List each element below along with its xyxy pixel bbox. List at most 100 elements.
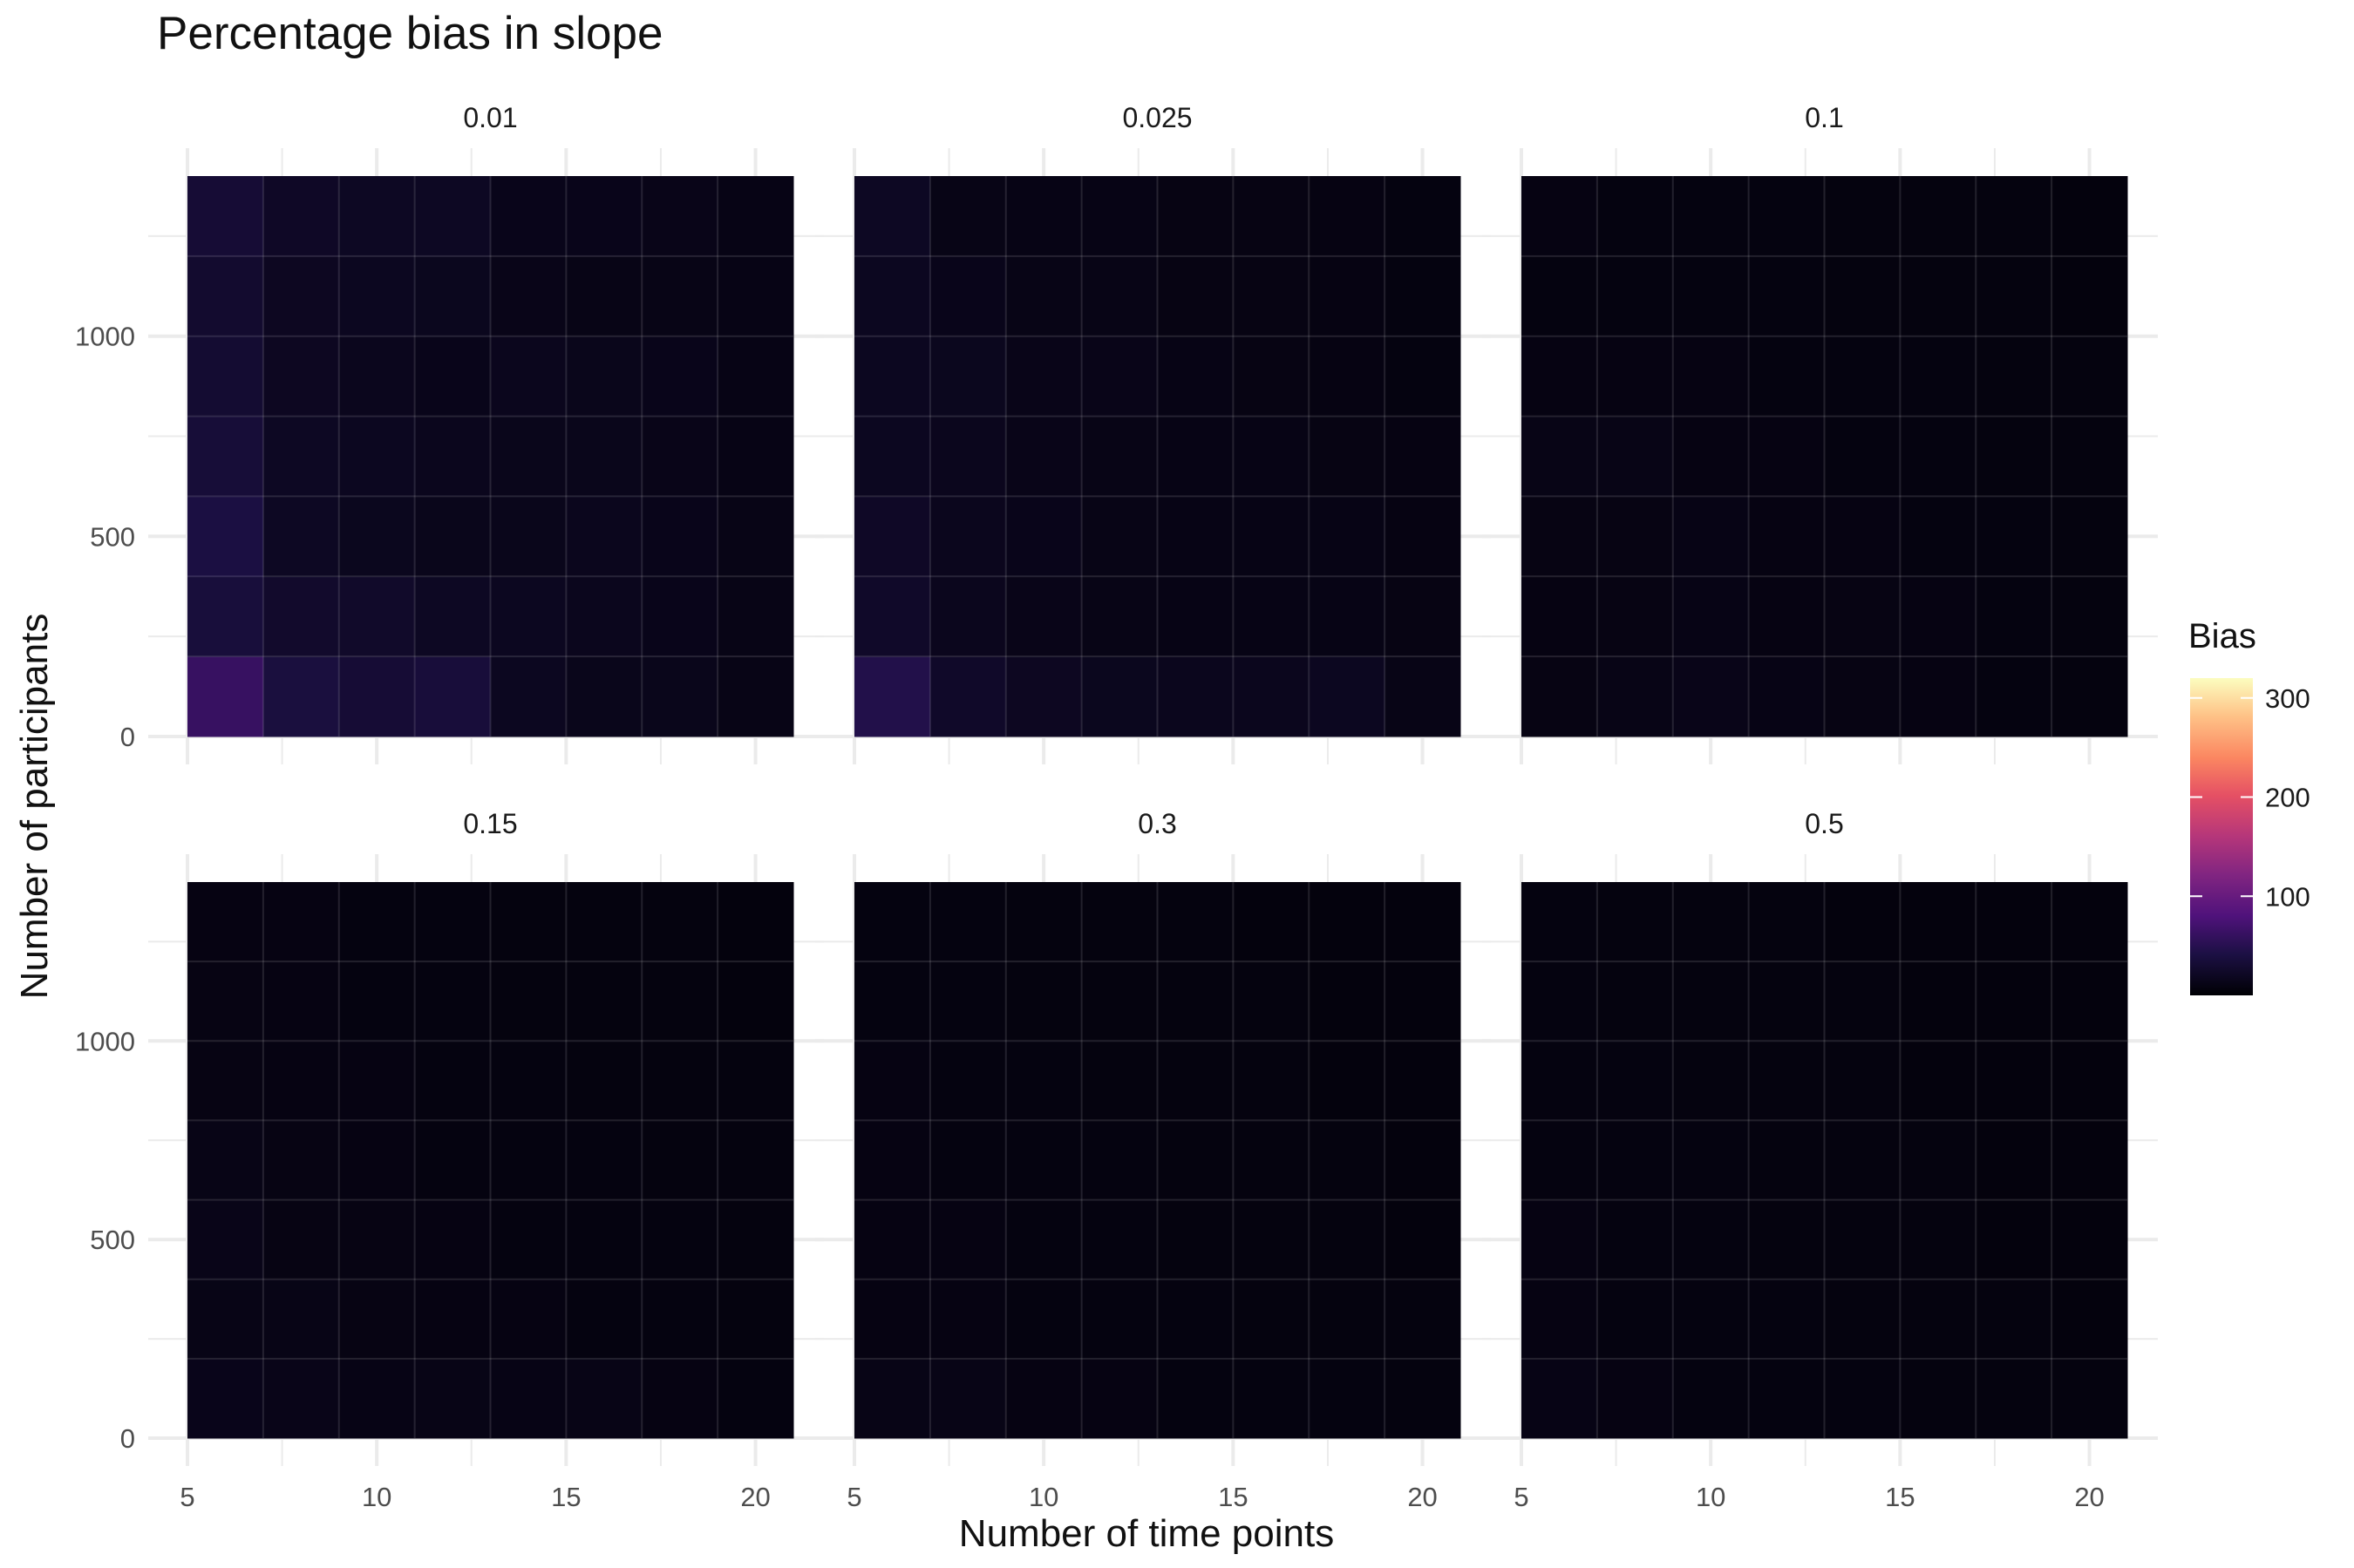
heatmap-tile xyxy=(1233,1041,1310,1121)
heatmap-tile xyxy=(1748,1279,1825,1360)
heatmap-tile xyxy=(1081,1279,1158,1360)
heatmap-tile xyxy=(1157,416,1234,497)
heatmap-tile xyxy=(718,1358,794,1439)
heatmap-tile xyxy=(414,255,491,337)
heatmap-tile xyxy=(414,961,491,1042)
heatmap-tile xyxy=(1309,1199,1385,1280)
heatmap-tile xyxy=(1081,336,1158,417)
y-tick-label: 1000 xyxy=(75,1026,135,1056)
heatmap-tile xyxy=(1385,882,1461,962)
heatmap-tile xyxy=(1748,496,1825,577)
heatmap-tile xyxy=(1309,1041,1385,1121)
heatmap-tile xyxy=(1748,1041,1825,1121)
x-tick-label: 15 xyxy=(1885,1482,1915,1512)
heatmap-tile xyxy=(566,176,643,257)
heatmap-tile xyxy=(1385,1120,1461,1201)
heatmap-tile xyxy=(1596,1358,1674,1439)
heatmap-tile xyxy=(1824,176,1901,257)
heatmap-tile xyxy=(566,1041,643,1121)
heatmap-tile xyxy=(1900,656,1976,737)
panel-strip-label: 0.01 xyxy=(463,102,517,133)
heatmap-tile xyxy=(490,882,567,962)
x-tick-label: 10 xyxy=(1029,1482,1058,1512)
heatmap-tile xyxy=(262,336,340,417)
heatmap-tile xyxy=(1005,496,1083,577)
heatmap-tile xyxy=(1385,1199,1461,1280)
heatmap-tile xyxy=(566,496,643,577)
heatmap-tile xyxy=(1309,576,1385,657)
heatmap-tile xyxy=(642,576,718,657)
heatmap-tile xyxy=(854,336,931,417)
heatmap-tile xyxy=(718,416,794,497)
heatmap-tile xyxy=(1824,576,1901,657)
heatmap-tile xyxy=(566,961,643,1042)
heatmap-tile xyxy=(1672,176,1750,257)
heatmap-tile xyxy=(338,656,416,737)
heatmap-tile xyxy=(854,255,931,337)
heatmap-tile xyxy=(187,416,264,497)
heatmap-tile xyxy=(854,1041,931,1121)
heatmap-tile xyxy=(2051,961,2128,1042)
heatmap-tile xyxy=(718,336,794,417)
heatmap-tile xyxy=(2051,496,2128,577)
heatmap-tile xyxy=(187,1041,264,1121)
heatmap-tile xyxy=(338,1358,416,1439)
heatmap-tile xyxy=(1157,496,1234,577)
heatmap-tile xyxy=(187,255,264,337)
heatmap-tile xyxy=(1233,576,1310,657)
heatmap-tile xyxy=(1976,496,2052,577)
heatmap-tile xyxy=(1900,961,1976,1042)
heatmap-tile xyxy=(414,1279,491,1360)
heatmap-tile xyxy=(1005,1279,1083,1360)
heatmap-tile xyxy=(1596,961,1674,1042)
legend-tick-label: 300 xyxy=(2265,683,2310,714)
heatmap-tile xyxy=(338,416,416,497)
heatmap-tile xyxy=(854,1120,931,1201)
heatmap-tile xyxy=(1748,1120,1825,1201)
heatmap-tile xyxy=(854,576,931,657)
x-tick-label: 10 xyxy=(362,1482,391,1512)
heatmap-tile xyxy=(1976,1279,2052,1360)
heatmap-tile xyxy=(1309,656,1385,737)
heatmap-tile xyxy=(642,336,718,417)
heatmap-tile xyxy=(1976,1041,2052,1121)
heatmap-tile xyxy=(929,255,1007,337)
heatmap-tile xyxy=(2051,1199,2128,1280)
heatmap-tile xyxy=(1309,496,1385,577)
heatmap-tile xyxy=(1309,1279,1385,1360)
heatmap-tile xyxy=(1748,176,1825,257)
heatmap-tile xyxy=(1672,496,1750,577)
heatmap-tile xyxy=(1672,961,1750,1042)
heatmap-tile xyxy=(1309,255,1385,337)
heatmap-tile xyxy=(1748,882,1825,962)
heatmap-tile xyxy=(1672,1041,1750,1121)
heatmap-tile xyxy=(854,416,931,497)
heatmap-tile xyxy=(1596,496,1674,577)
heatmap-tile xyxy=(1005,1120,1083,1201)
heatmap-tile xyxy=(1309,336,1385,417)
heatmap-tile xyxy=(1385,255,1461,337)
heatmap-tile xyxy=(490,1199,567,1280)
heatmap-tile xyxy=(718,1120,794,1201)
heatmap-tile xyxy=(929,496,1007,577)
heatmap-tile xyxy=(490,576,567,657)
heatmap-tile xyxy=(929,176,1007,257)
heatmap-tile xyxy=(1005,576,1083,657)
heatmap-tile xyxy=(1672,1199,1750,1280)
heatmap-tile xyxy=(1596,255,1674,337)
heatmap-tile xyxy=(1081,255,1158,337)
heatmap-tile xyxy=(338,961,416,1042)
heatmap-tile xyxy=(1385,961,1461,1042)
heatmap-tile xyxy=(1976,176,2052,257)
heatmap-tile xyxy=(1521,336,1598,417)
heatmap-tile xyxy=(262,176,340,257)
heatmap-tile xyxy=(2051,176,2128,257)
heatmap-tile xyxy=(566,656,643,737)
heatmap-tile xyxy=(338,576,416,657)
heatmap-tile xyxy=(490,176,567,257)
heatmap-tile xyxy=(187,1120,264,1201)
heatmap-tile xyxy=(718,576,794,657)
heatmap-tile xyxy=(262,255,340,337)
heatmap-tile xyxy=(1824,336,1901,417)
